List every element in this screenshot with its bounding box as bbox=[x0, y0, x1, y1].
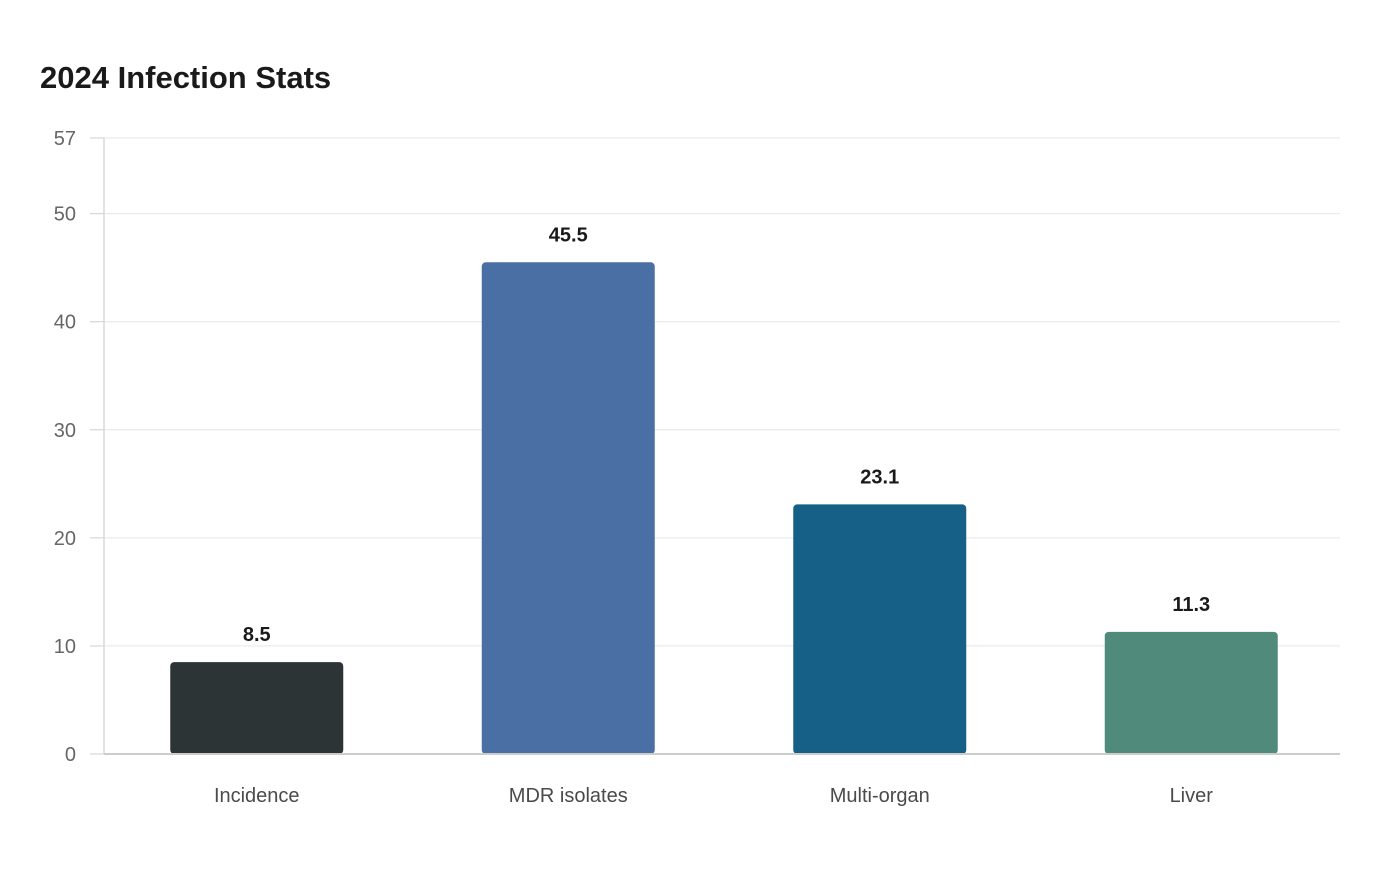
bar-incidence[interactable] bbox=[170, 662, 344, 754]
value-label: 8.5 bbox=[243, 624, 271, 646]
bar-mdr-isolates[interactable] bbox=[481, 262, 655, 754]
value-label: 23.1 bbox=[860, 466, 899, 488]
y-tick-label: 10 bbox=[54, 636, 76, 658]
bar-multi-organ[interactable] bbox=[793, 504, 967, 754]
y-tick-label: 0 bbox=[65, 744, 76, 766]
x-category-label: Liver bbox=[1170, 785, 1214, 807]
y-tick-label: 20 bbox=[54, 528, 76, 550]
y-tick-label: 30 bbox=[54, 420, 76, 442]
value-label: 45.5 bbox=[549, 224, 588, 246]
x-category-label: Multi-organ bbox=[830, 785, 930, 807]
y-tick-label: 40 bbox=[54, 312, 76, 334]
y-tick-label: 57 bbox=[54, 128, 76, 150]
x-category-label: Incidence bbox=[214, 785, 300, 807]
chart-title: 2024 Infection Stats bbox=[40, 60, 332, 95]
value-label: 11.3 bbox=[1172, 594, 1210, 616]
y-tick-label: 50 bbox=[54, 204, 76, 226]
x-category-label: MDR isolates bbox=[509, 785, 628, 807]
bar-liver[interactable] bbox=[1104, 631, 1278, 754]
